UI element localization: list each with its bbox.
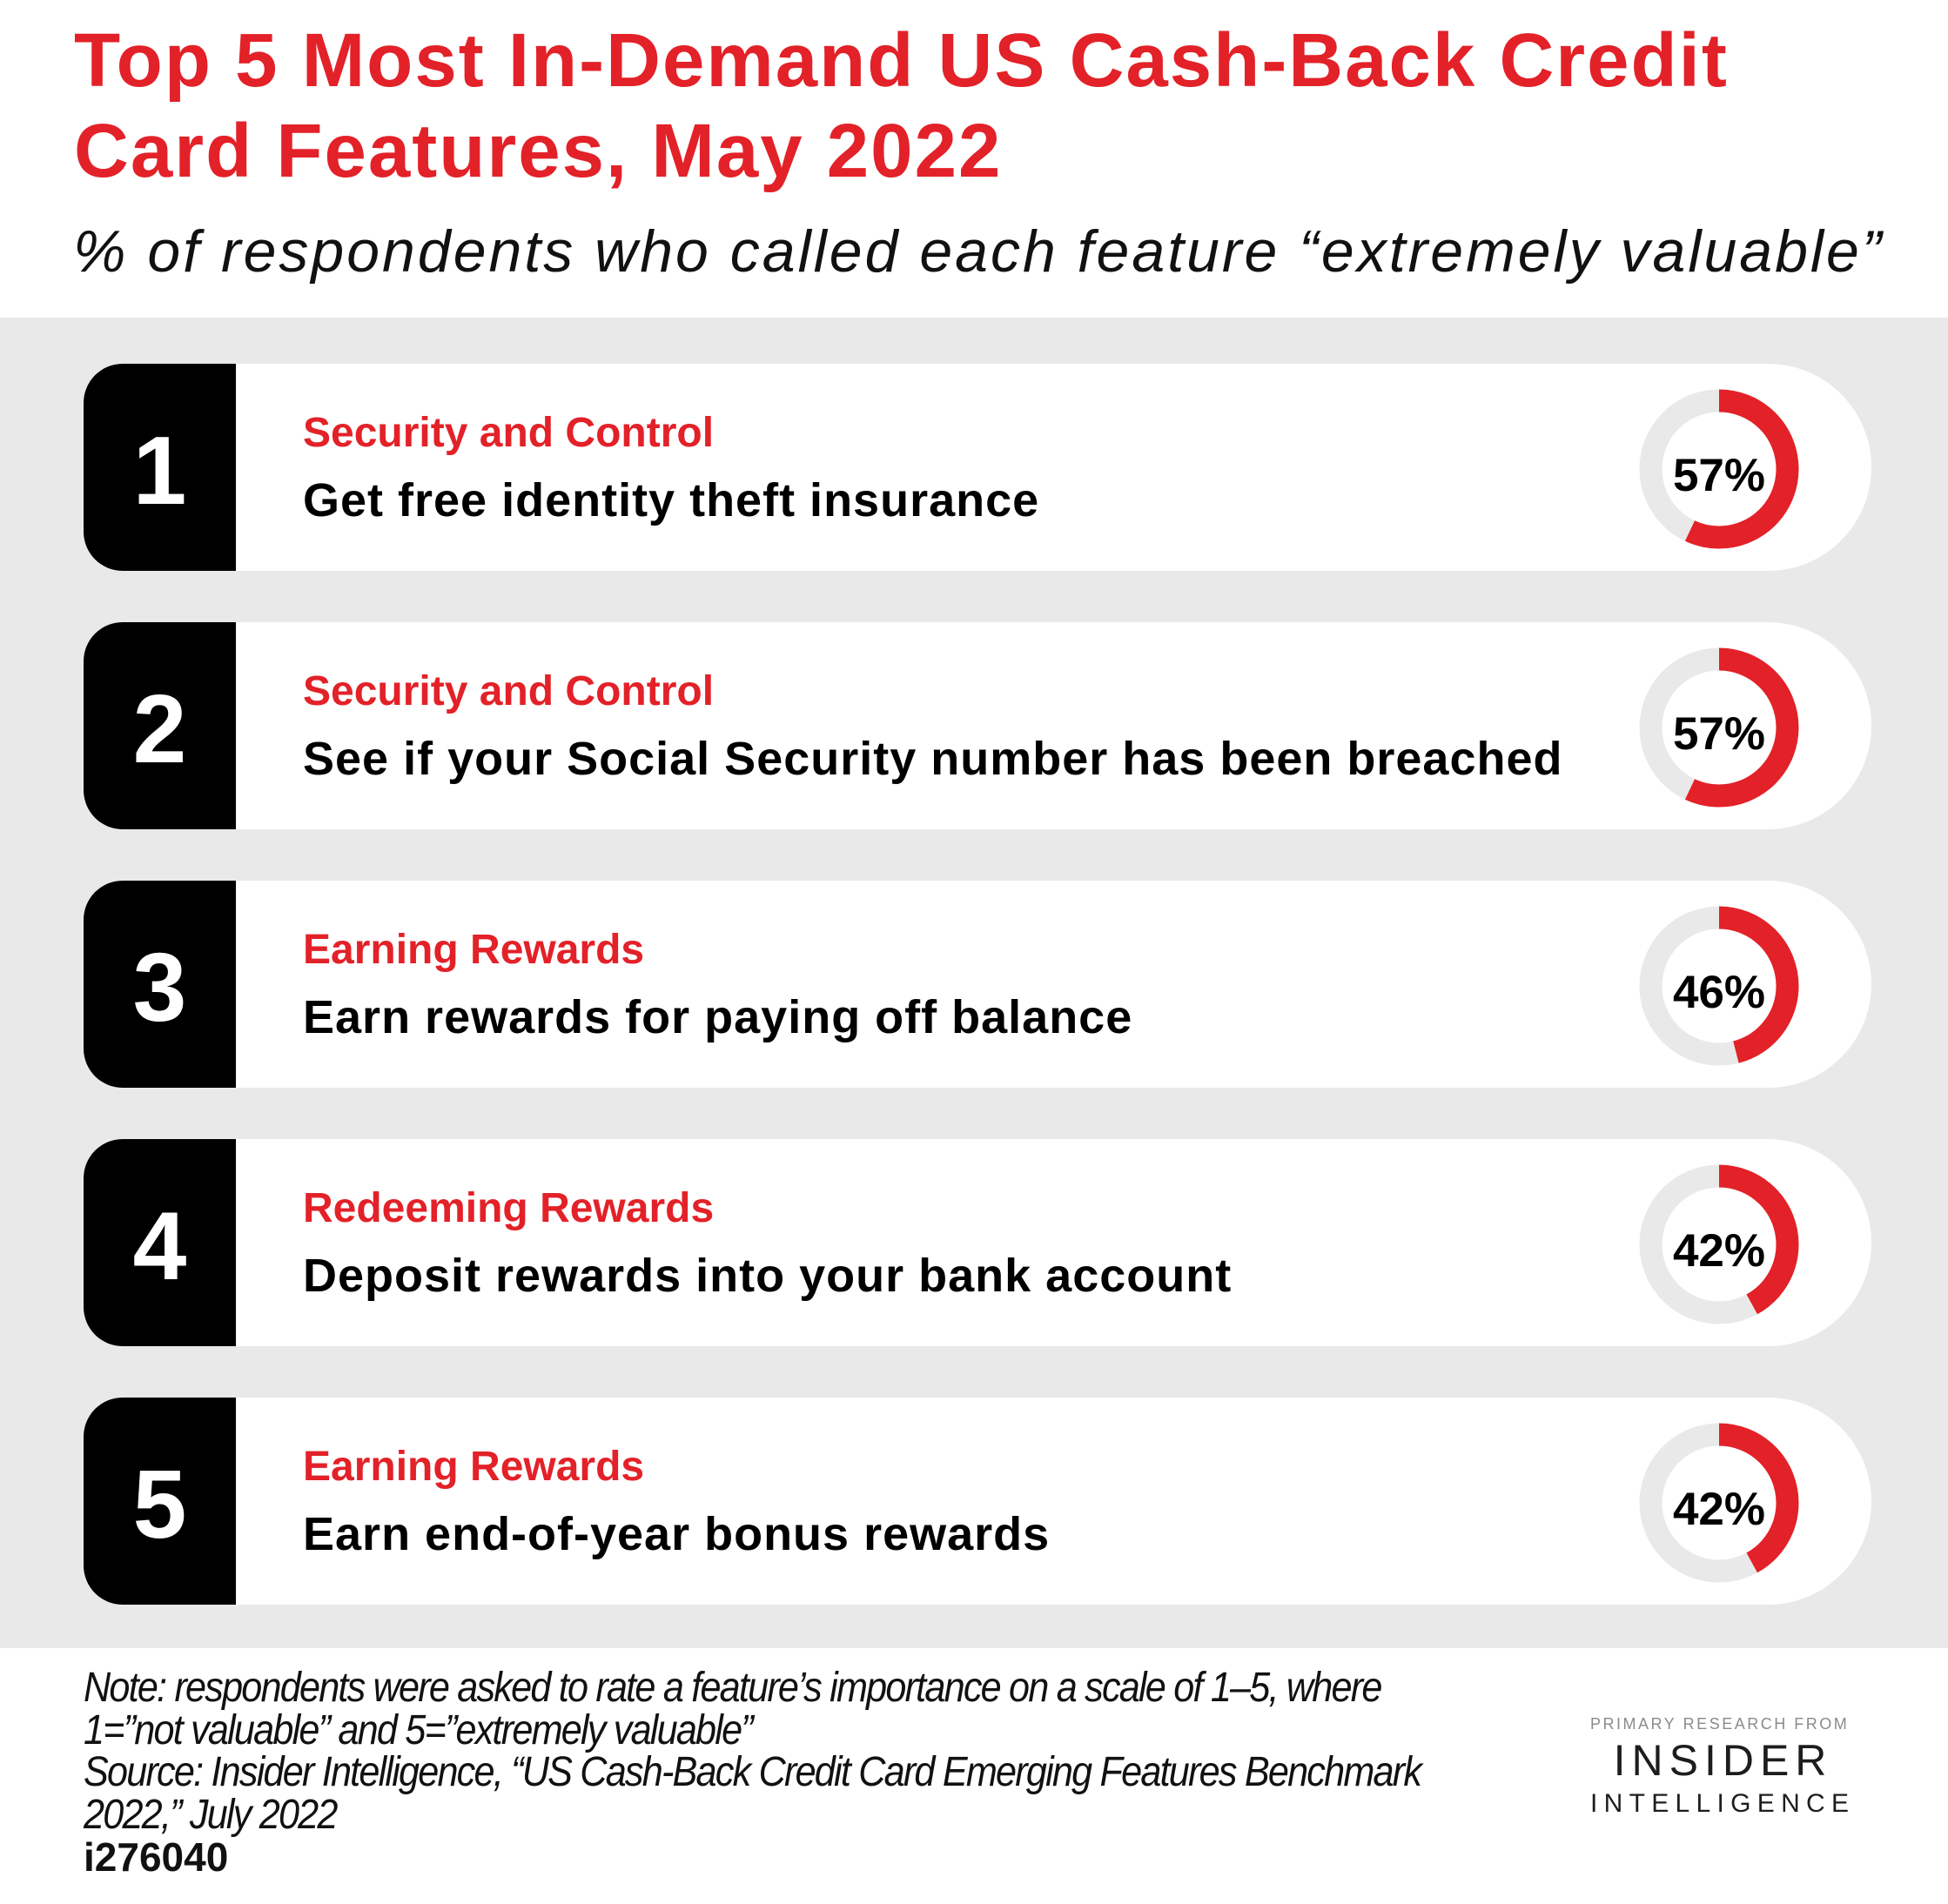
svg-text:57%: 57% [1673,450,1765,501]
svg-text:57%: 57% [1673,708,1765,760]
svg-text:46%: 46% [1673,967,1765,1018]
svg-text:42%: 42% [1673,1484,1765,1535]
svg-text:42%: 42% [1673,1225,1765,1277]
